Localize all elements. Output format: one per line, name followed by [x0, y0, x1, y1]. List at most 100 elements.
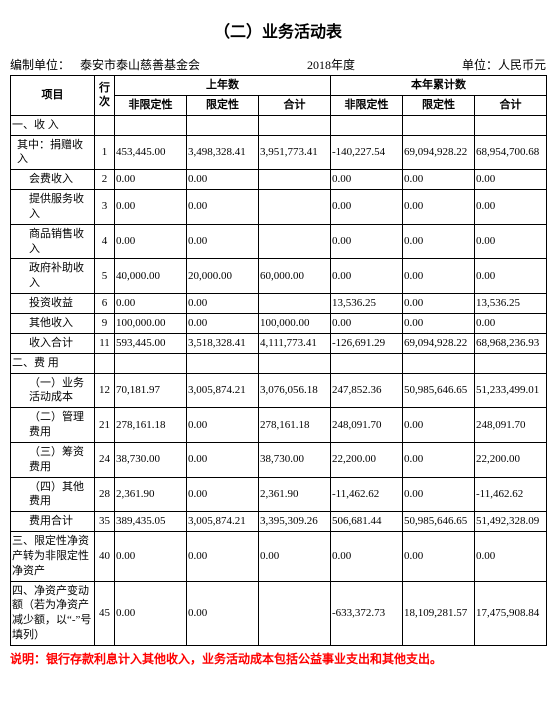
value-cell: 247,852.36	[331, 373, 403, 408]
value-cell	[259, 170, 331, 190]
table-row: 三、限定性净资产转为非限定性净资产400.000.000.000.000.000…	[11, 532, 547, 582]
value-cell: 51,233,499.01	[475, 373, 547, 408]
table-row: 其他收入9100,000.000.00100,000.000.000.000.0…	[11, 313, 547, 333]
value-cell: 0.00	[187, 581, 259, 645]
item-cell: 三、限定性净资产转为非限定性净资产	[11, 532, 95, 582]
value-cell: 38,730.00	[259, 442, 331, 477]
line-cell: 1	[95, 135, 115, 170]
value-cell: 0.00	[187, 170, 259, 190]
table-row: 其中：捐赠收入1453,445.003,498,328.413,951,773.…	[11, 135, 547, 170]
value-cell: -633,372.73	[331, 581, 403, 645]
th-curr: 本年累计数	[331, 76, 547, 96]
item-cell: 投资收益	[11, 294, 95, 314]
item-cell: （三）筹资费用	[11, 442, 95, 477]
value-cell: 2,361.90	[259, 477, 331, 512]
table-row: 提供服务收入30.000.000.000.000.00	[11, 190, 547, 225]
item-cell: （二）管理费用	[11, 408, 95, 443]
table-row: 政府补助收入540,000.0020,000.0060,000.000.000.…	[11, 259, 547, 294]
th-prev: 上年数	[115, 76, 331, 96]
value-cell: 51,492,328.09	[475, 512, 547, 532]
empty-cell	[331, 353, 403, 373]
table-row: （四）其他费用282,361.900.002,361.90-11,462.620…	[11, 477, 547, 512]
value-cell: 70,181.97	[115, 373, 187, 408]
empty-cell	[475, 353, 547, 373]
value-cell: 0.00	[331, 190, 403, 225]
value-cell: 0.00	[475, 532, 547, 582]
section-cell: 一、收 入	[11, 115, 95, 135]
unit-label: 单位：	[462, 58, 498, 72]
empty-cell	[259, 115, 331, 135]
table-row: 一、收 入	[11, 115, 547, 135]
item-cell: 会费收入	[11, 170, 95, 190]
value-cell: 100,000.00	[115, 313, 187, 333]
th-curr-unrestricted: 非限定性	[331, 95, 403, 115]
value-cell: 0.00	[187, 477, 259, 512]
meta-left: 编制单位：泰安市泰山慈善基金会	[10, 56, 200, 73]
empty-cell	[95, 115, 115, 135]
value-cell: 0.00	[115, 532, 187, 582]
table-row: 会费收入20.000.000.000.000.00	[11, 170, 547, 190]
empty-cell	[403, 115, 475, 135]
value-cell: 13,536.25	[331, 294, 403, 314]
table-row: 商品销售收入40.000.000.000.000.00	[11, 224, 547, 259]
value-cell: -126,691.29	[331, 333, 403, 353]
table-row: 二、费 用	[11, 353, 547, 373]
value-cell: 3,005,874.21	[187, 512, 259, 532]
value-cell: 22,200.00	[331, 442, 403, 477]
activity-table: 项目 行次 上年数 本年累计数 非限定性 限定性 合计 非限定性 限定性 合计 …	[10, 75, 547, 646]
empty-cell	[403, 353, 475, 373]
value-cell: 0.00	[115, 224, 187, 259]
value-cell: 4,111,773.41	[259, 333, 331, 353]
section-cell: 二、费 用	[11, 353, 95, 373]
table-row: （三）筹资费用2438,730.000.0038,730.0022,200.00…	[11, 442, 547, 477]
empty-cell	[331, 115, 403, 135]
value-cell	[259, 581, 331, 645]
value-cell: 0.00	[475, 224, 547, 259]
line-cell: 2	[95, 170, 115, 190]
value-cell	[259, 190, 331, 225]
value-cell: 17,475,908.84	[475, 581, 547, 645]
line-cell: 24	[95, 442, 115, 477]
item-cell: 商品销售收入	[11, 224, 95, 259]
value-cell: -140,227.54	[331, 135, 403, 170]
value-cell: 0.00	[115, 190, 187, 225]
value-cell	[259, 294, 331, 314]
line-cell: 45	[95, 581, 115, 645]
table-row: （二）管理费用21278,161.180.00278,161.18248,091…	[11, 408, 547, 443]
line-cell: 28	[95, 477, 115, 512]
value-cell: 0.00	[331, 170, 403, 190]
value-cell: 50,985,646.65	[403, 512, 475, 532]
empty-cell	[187, 115, 259, 135]
item-cell: 收入合计	[11, 333, 95, 353]
line-cell: 21	[95, 408, 115, 443]
value-cell: 278,161.18	[259, 408, 331, 443]
line-cell: 6	[95, 294, 115, 314]
empty-cell	[259, 353, 331, 373]
item-cell: （一）业务活动成本	[11, 373, 95, 408]
value-cell: 3,395,309.26	[259, 512, 331, 532]
value-cell: 0.00	[403, 224, 475, 259]
value-cell: 0.00	[403, 408, 475, 443]
value-cell: 0.00	[115, 581, 187, 645]
value-cell: 453,445.00	[115, 135, 187, 170]
item-cell: 政府补助收入	[11, 259, 95, 294]
value-cell: 248,091.70	[331, 408, 403, 443]
value-cell: 0.00	[187, 442, 259, 477]
value-cell: 20,000.00	[187, 259, 259, 294]
meta-period: 2018年度	[200, 56, 462, 73]
value-cell	[259, 224, 331, 259]
value-cell: 248,091.70	[475, 408, 547, 443]
value-cell: 100,000.00	[259, 313, 331, 333]
th-item: 项目	[11, 76, 95, 116]
value-cell: 38,730.00	[115, 442, 187, 477]
org-label: 编制单位：	[10, 58, 70, 72]
value-cell: 0.00	[403, 259, 475, 294]
meta-right: 单位：人民币元	[462, 56, 546, 73]
item-cell: 其他收入	[11, 313, 95, 333]
empty-cell	[95, 353, 115, 373]
value-cell: 40,000.00	[115, 259, 187, 294]
item-cell: 费用合计	[11, 512, 95, 532]
value-cell: 3,005,874.21	[187, 373, 259, 408]
table-row: 四、净资产变动额（若为净资产减少额，以“-”号填列）450.000.00-633…	[11, 581, 547, 645]
value-cell: 0.00	[403, 294, 475, 314]
